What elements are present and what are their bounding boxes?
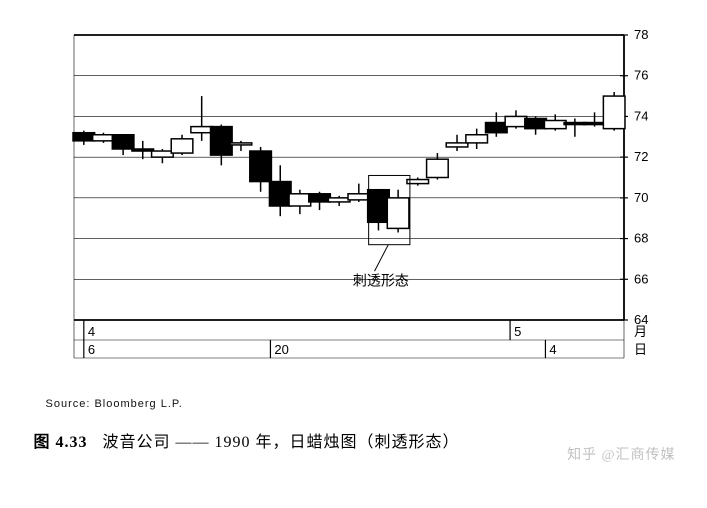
svg-text:68: 68 (634, 231, 648, 246)
svg-text:20: 20 (274, 342, 288, 357)
svg-text:4: 4 (87, 324, 94, 339)
figure-number: 图 4.33 (34, 434, 88, 451)
svg-text:70: 70 (634, 190, 648, 205)
svg-text:5: 5 (514, 324, 521, 339)
svg-text:6: 6 (87, 342, 94, 357)
svg-text:刺透形态: 刺透形态 (352, 273, 408, 289)
svg-text:日: 日 (634, 342, 647, 357)
svg-text:74: 74 (634, 108, 648, 123)
svg-text:4: 4 (549, 342, 556, 357)
source-line: Source: Bloomberg L.P. (46, 398, 684, 410)
svg-text:78: 78 (634, 27, 648, 42)
svg-text:76: 76 (634, 68, 648, 83)
svg-text:月: 月 (634, 324, 647, 339)
figure-title: 波音公司 —— 1990 年，日蜡烛图（刺透形态） (103, 434, 460, 451)
svg-text:66: 66 (634, 271, 648, 286)
chart-svg: 6466687072747678刺透形态456204月日 (24, 20, 684, 390)
svg-text:72: 72 (634, 149, 648, 164)
watermark: 知乎 @汇商传媒 (567, 444, 675, 464)
candlestick-chart: 6466687072747678刺透形态456204月日 知乎 @汇商传媒 (24, 20, 684, 390)
